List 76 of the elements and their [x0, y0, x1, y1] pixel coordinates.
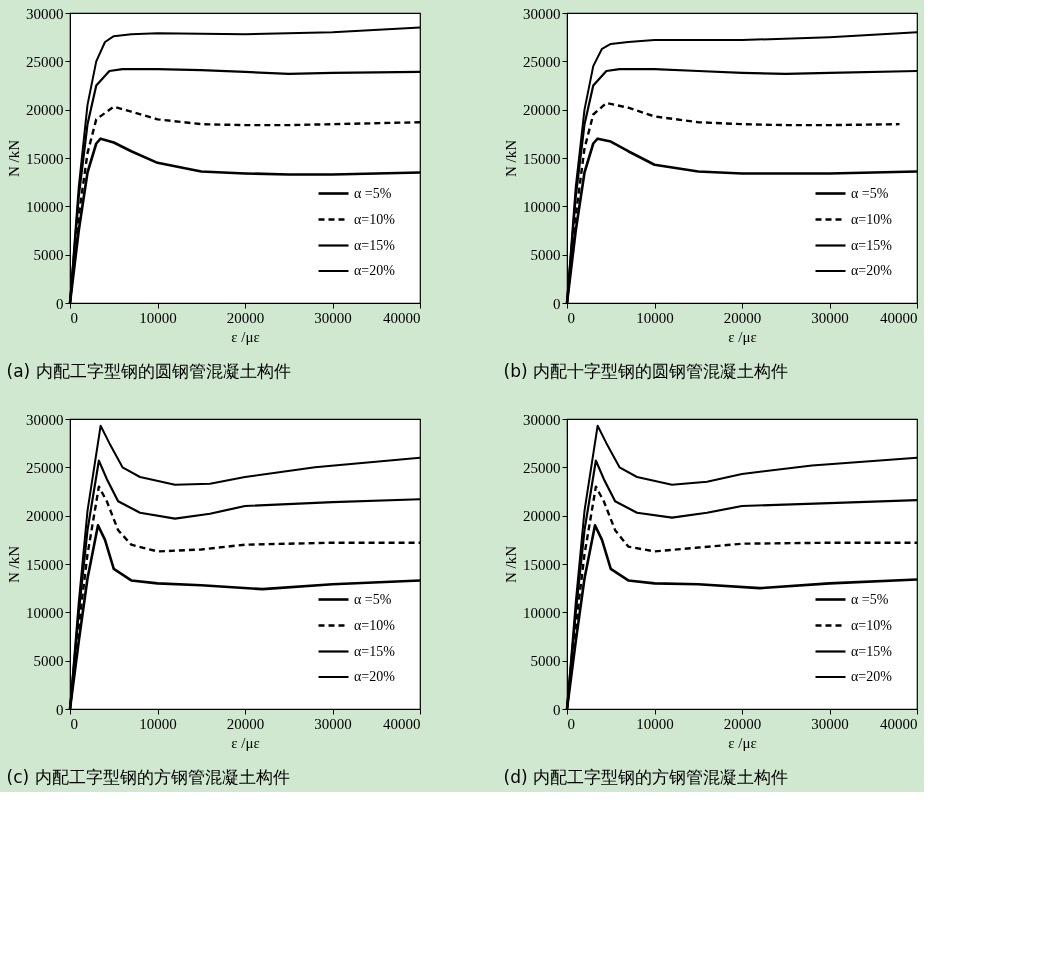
- y-tick-label: 30000: [523, 411, 561, 428]
- y-tick-label: 5000: [530, 653, 561, 670]
- legend-label: α=20%: [354, 263, 396, 278]
- y-tick-label: 15000: [26, 150, 64, 167]
- x-tick-label: 0: [70, 309, 78, 326]
- y-axis-title: N /kN: [6, 545, 22, 584]
- y-tick-label: 25000: [523, 459, 561, 476]
- legend-label: α=15%: [851, 643, 893, 659]
- x-tick-label: 10000: [636, 715, 674, 732]
- legend-label: α=10%: [851, 211, 893, 227]
- legend-label: α =5%: [354, 185, 392, 201]
- legend-label: α =5%: [851, 591, 889, 607]
- y-tick-label: 30000: [26, 411, 64, 428]
- x-tick-label: 20000: [226, 715, 265, 732]
- y-axis-title: N /kN: [503, 139, 519, 178]
- y-tick-label: 5000: [33, 247, 64, 264]
- y-tick-label: 30000: [523, 5, 561, 22]
- y-tick-label: 5000: [33, 653, 64, 670]
- y-tick-label: 0: [553, 701, 561, 718]
- y-axis-title: N /kN: [6, 139, 22, 178]
- y-tick-label: 20000: [523, 102, 561, 119]
- y-tick-label: 10000: [523, 198, 561, 215]
- legend-label: α=10%: [851, 617, 893, 633]
- x-tick-label: 20000: [226, 309, 265, 326]
- legend-label: α =5%: [851, 185, 889, 201]
- x-tick-label: 40000: [383, 309, 421, 326]
- y-tick-label: 10000: [26, 604, 64, 621]
- x-axis-title: ε /με: [728, 734, 757, 751]
- x-tick-label: 30000: [314, 309, 352, 326]
- x-tick-label: 10000: [636, 309, 674, 326]
- legend-label: α=20%: [354, 669, 396, 684]
- legend-label: α=10%: [354, 617, 396, 633]
- y-tick-label: 15000: [523, 556, 561, 573]
- x-axis-title: ε /με: [728, 328, 757, 345]
- x-tick-label: 40000: [383, 715, 421, 732]
- text: (c) 内配工字型钢的方钢管混凝土构件: [6, 767, 290, 787]
- text: (b) 内配十字型钢的圆钢管混凝土构件: [503, 361, 788, 381]
- legend-label: α=10%: [354, 211, 396, 227]
- x-tick-label: 40000: [880, 715, 918, 732]
- x-tick-label: 30000: [314, 715, 352, 732]
- x-axis-title: ε /με: [231, 328, 260, 345]
- x-tick-label: 0: [70, 715, 78, 732]
- y-tick-label: 0: [56, 295, 64, 312]
- legend-label: α=15%: [851, 237, 893, 253]
- legend-label: α=15%: [354, 237, 396, 253]
- x-tick-label: 30000: [811, 715, 849, 732]
- y-tick-label: 5000: [530, 247, 561, 264]
- legend-label: α=20%: [851, 263, 893, 278]
- y-tick-label: 10000: [26, 198, 64, 215]
- legend-label: α =5%: [354, 591, 392, 607]
- y-tick-label: 20000: [26, 508, 64, 525]
- y-tick-label: 20000: [26, 102, 64, 119]
- y-tick-label: 25000: [26, 53, 64, 70]
- legend-label: α=15%: [354, 643, 396, 659]
- x-tick-label: 10000: [139, 715, 177, 732]
- y-tick-label: 15000: [26, 556, 64, 573]
- y-tick-label: 20000: [523, 508, 561, 525]
- y-axis-title: N /kN: [503, 545, 519, 584]
- y-tick-label: 25000: [26, 459, 64, 476]
- x-tick-label: 40000: [880, 309, 918, 326]
- y-tick-label: 10000: [523, 604, 561, 621]
- y-tick-label: 30000: [26, 5, 64, 22]
- y-tick-label: 0: [56, 701, 64, 718]
- x-tick-label: 0: [567, 715, 575, 732]
- x-axis-title: ε /με: [231, 734, 260, 751]
- x-tick-label: 30000: [811, 309, 849, 326]
- text: (d) 内配工字型钢的方钢管混凝土构件: [503, 767, 788, 787]
- y-tick-label: 15000: [523, 150, 561, 167]
- x-tick-label: 10000: [139, 309, 177, 326]
- text: (a) 内配工字型钢的圆钢管混凝土构件: [6, 361, 291, 381]
- x-tick-label: 20000: [723, 715, 762, 732]
- y-tick-label: 25000: [523, 53, 561, 70]
- y-tick-label: 0: [553, 295, 561, 312]
- legend-label: α=20%: [851, 669, 893, 684]
- x-tick-label: 0: [567, 309, 575, 326]
- x-tick-label: 20000: [723, 309, 762, 326]
